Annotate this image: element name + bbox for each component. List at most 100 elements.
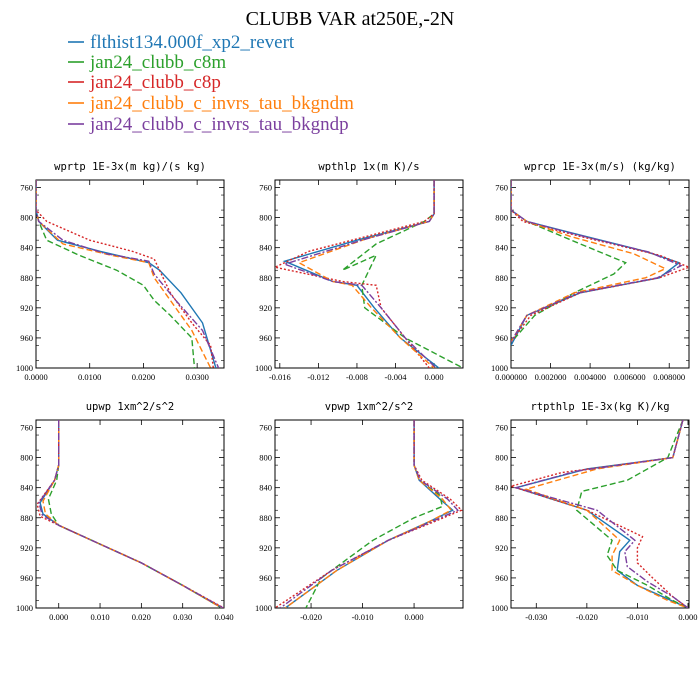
series-line [36, 180, 220, 368]
y-tick-label: 1000 [255, 363, 272, 373]
legend-label: jan24_clubb_c_invrs_tau_bkgndm [89, 93, 354, 114]
x-tick-label: -0.020 [576, 612, 598, 622]
y-tick-label: 800 [259, 213, 272, 223]
y-tick-label: 880 [259, 513, 272, 523]
y-tick-label: 760 [20, 423, 33, 433]
panel-title: upwp 1xm^2/s^2 [86, 401, 175, 413]
y-tick-label: 920 [259, 303, 272, 313]
y-tick-label: 1000 [491, 363, 508, 373]
plot-frame [274, 419, 464, 609]
series-line [284, 420, 453, 608]
legend-item: jan24_clubb_c8m [68, 52, 226, 73]
y-tick-label: 880 [259, 273, 272, 283]
plot-frame [35, 419, 225, 609]
panel-title: wprcp 1E-3x(m/s) (kg/kg) [524, 161, 676, 173]
x-tick-label: 0.0100 [78, 372, 101, 382]
y-tick-label: 1000 [255, 603, 272, 613]
series-line [511, 420, 689, 608]
plot-frame [510, 419, 690, 609]
series-line [36, 180, 217, 368]
y-tick-label: 840 [259, 243, 272, 253]
y-tick-label: 960 [259, 333, 272, 343]
series-line [511, 180, 689, 343]
y-tick-label: 800 [259, 453, 272, 463]
x-tick-label: 0.0300 [185, 372, 208, 382]
series-line [305, 420, 444, 608]
plot-frame [274, 179, 464, 369]
y-tick-label: 800 [495, 213, 508, 223]
legend-label: flthist134.000f_xp2_revert [90, 32, 295, 53]
y-tick-label: 920 [20, 303, 33, 313]
series-line [284, 420, 454, 608]
chart-panel: wpthlp 1x(m K)/s 760 800 840 880 920 960 1000 -0… [255, 161, 464, 382]
x-tick-label: 0.000 [678, 612, 697, 622]
legend-label: jan24_clubb_c_invrs_tau_bkgndp [89, 114, 349, 135]
series-line [523, 420, 689, 608]
chart-panel: wprtp 1E-3x(m kg)/(s kg) 760 800 840 880 920 9… [16, 161, 225, 382]
x-tick-label: -0.020 [300, 612, 322, 622]
series-line [279, 420, 459, 608]
plot-frame [35, 179, 225, 369]
x-tick-label: 0.010 [90, 612, 109, 622]
y-tick-label: 1000 [16, 363, 33, 373]
y-tick-label: 880 [495, 513, 508, 523]
y-tick-label: 920 [259, 543, 272, 553]
x-tick-label: 0.004000 [574, 372, 606, 382]
x-tick-label: 0.020 [132, 612, 151, 622]
legend-item: jan24_clubb_c_invrs_tau_bkgndm [68, 93, 354, 114]
y-tick-label: 960 [495, 573, 508, 583]
series-line [36, 420, 224, 608]
panel-title: rtpthlp 1E-3x(kg K)/kg [530, 401, 669, 413]
legend-item: jan24_clubb_c8p [68, 72, 221, 93]
y-tick-label: 920 [20, 543, 33, 553]
series-line [47, 420, 223, 608]
series-line [511, 180, 667, 343]
x-tick-label: 0.002000 [535, 372, 567, 382]
y-tick-label: 960 [259, 573, 272, 583]
y-tick-label: 760 [259, 423, 272, 433]
x-tick-label: 0.000000 [495, 372, 527, 382]
y-tick-label: 1000 [16, 603, 33, 613]
chart-panel: vpwp 1xm^2/s^2 760 800 840 880 920 960 1000 -0.0… [255, 401, 464, 622]
y-tick-label: 760 [495, 183, 508, 193]
y-tick-label: 880 [495, 273, 508, 283]
y-tick-label: 840 [495, 483, 508, 493]
x-tick-label: 0.040 [214, 612, 233, 622]
series-line [297, 180, 435, 368]
x-tick-label: -0.012 [307, 372, 329, 382]
x-tick-label: 0.000 [425, 372, 444, 382]
series-line [513, 420, 689, 608]
y-tick-label: 800 [20, 213, 33, 223]
panel-title: wpthlp 1x(m K)/s [318, 161, 419, 173]
series-line [342, 180, 463, 368]
chart-panel: rtpthlp 1E-3x(kg K)/kg 760 800 840 880 920 960… [491, 401, 698, 622]
y-tick-label: 840 [495, 243, 508, 253]
y-tick-label: 880 [20, 273, 33, 283]
x-tick-label: 0.000 [49, 612, 68, 622]
series-line [275, 180, 435, 368]
series-line [38, 420, 224, 608]
x-tick-label: 0.006000 [614, 372, 646, 382]
y-tick-label: 800 [20, 453, 33, 463]
y-tick-label: 760 [259, 183, 272, 193]
x-tick-label: -0.030 [525, 612, 547, 622]
chart-panel: upwp 1xm^2/s^2 760 800 840 880 920 960 1000 0.00… [16, 401, 234, 622]
y-tick-label: 760 [20, 183, 33, 193]
x-tick-label: 0.0200 [132, 372, 155, 382]
y-tick-label: 840 [20, 483, 33, 493]
x-tick-label: -0.008 [346, 372, 368, 382]
panel-title: wprtp 1E-3x(m kg)/(s kg) [54, 161, 206, 173]
panel-title: vpwp 1xm^2/s^2 [325, 401, 414, 413]
y-tick-label: 760 [495, 423, 508, 433]
y-tick-label: 1000 [491, 603, 508, 613]
x-tick-label: 0.000 [405, 612, 424, 622]
chart-panel: wprcp 1E-3x(m/s) (kg/kg) 760 800 840 880 920 9… [491, 161, 690, 382]
series-line [36, 180, 214, 368]
x-tick-label: 0.008000 [653, 372, 685, 382]
y-tick-label: 960 [20, 573, 33, 583]
series-line [36, 180, 196, 368]
figure-title: CLUBB VAR at250E,-2N [246, 8, 455, 30]
y-tick-label: 840 [20, 243, 33, 253]
legend-item: jan24_clubb_c_invrs_tau_bkgndp [68, 114, 349, 135]
